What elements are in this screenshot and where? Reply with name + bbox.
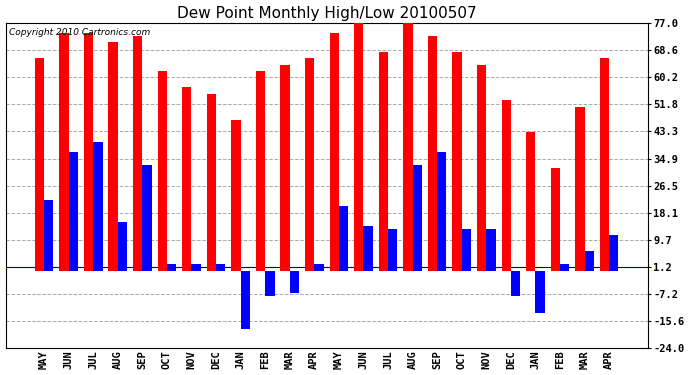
Bar bbox=[339, 206, 348, 271]
Bar bbox=[364, 226, 373, 271]
Bar bbox=[379, 52, 388, 271]
Bar bbox=[265, 271, 275, 297]
Bar bbox=[511, 271, 520, 297]
Bar bbox=[437, 152, 446, 271]
Bar bbox=[133, 36, 142, 271]
Bar bbox=[34, 58, 44, 271]
Title: Dew Point Monthly High/Low 20100507: Dew Point Monthly High/Low 20100507 bbox=[177, 6, 476, 21]
Bar bbox=[453, 52, 462, 271]
Bar bbox=[305, 58, 315, 271]
Bar bbox=[477, 65, 486, 271]
Bar bbox=[535, 271, 544, 312]
Bar bbox=[59, 33, 68, 271]
Bar bbox=[330, 33, 339, 271]
Bar bbox=[44, 200, 53, 271]
Bar bbox=[428, 36, 437, 271]
Bar bbox=[551, 168, 560, 271]
Bar bbox=[142, 165, 152, 271]
Bar bbox=[241, 271, 250, 328]
Bar bbox=[315, 264, 324, 271]
Bar bbox=[403, 23, 413, 271]
Bar bbox=[388, 229, 397, 271]
Bar bbox=[600, 58, 609, 271]
Bar bbox=[354, 23, 364, 271]
Bar bbox=[68, 152, 78, 271]
Bar bbox=[256, 71, 265, 271]
Bar bbox=[231, 120, 241, 271]
Bar bbox=[93, 142, 103, 271]
Bar bbox=[560, 264, 569, 271]
Bar bbox=[108, 42, 118, 271]
Bar bbox=[609, 236, 618, 271]
Bar bbox=[462, 229, 471, 271]
Bar bbox=[575, 107, 584, 271]
Bar bbox=[167, 264, 176, 271]
Bar bbox=[192, 264, 201, 271]
Bar bbox=[207, 94, 216, 271]
Bar bbox=[182, 87, 192, 271]
Text: Copyright 2010 Cartronics.com: Copyright 2010 Cartronics.com bbox=[9, 28, 150, 37]
Bar bbox=[584, 252, 594, 271]
Bar bbox=[280, 65, 290, 271]
Bar bbox=[118, 222, 127, 271]
Bar bbox=[84, 33, 93, 271]
Bar bbox=[216, 264, 226, 271]
Bar bbox=[526, 132, 535, 271]
Bar bbox=[486, 229, 495, 271]
Bar bbox=[290, 271, 299, 293]
Bar bbox=[157, 71, 167, 271]
Bar bbox=[502, 100, 511, 271]
Bar bbox=[413, 165, 422, 271]
